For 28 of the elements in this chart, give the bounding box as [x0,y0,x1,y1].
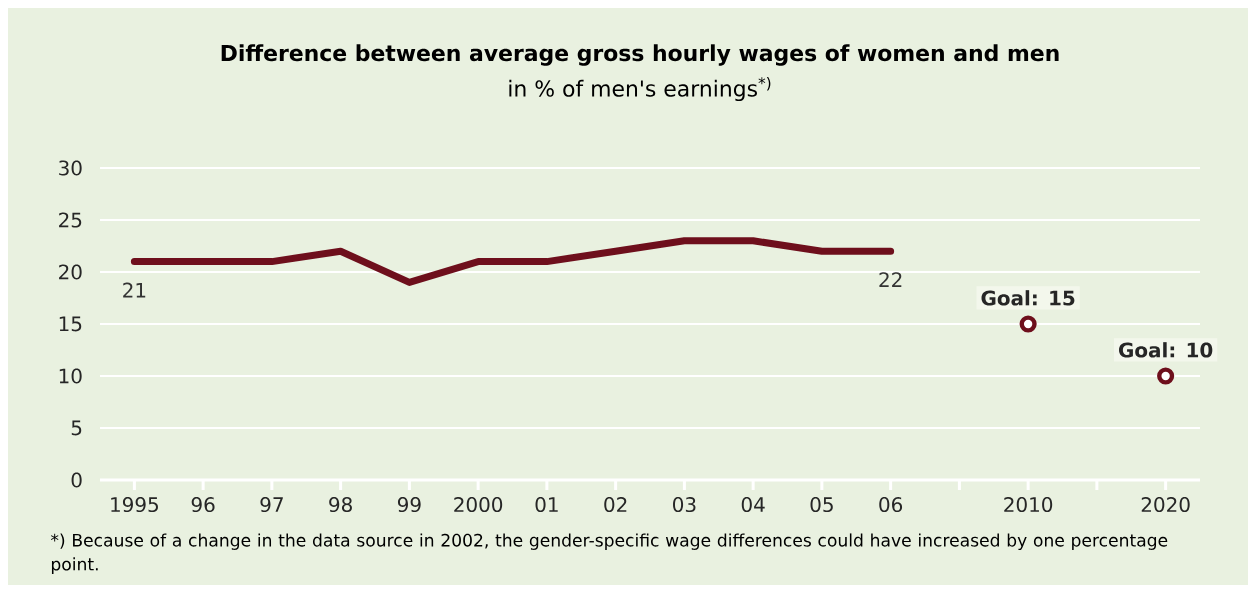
chart-title: Difference between average gross hourly wages of women and men [221,44,1059,66]
data-label: Goal: 15 [981,290,1075,306]
x-tick-label: 2020 [1141,497,1190,513]
x-tick-label: 2000 [454,497,503,513]
x-tick-label: 01 [535,497,558,513]
text: *) Because of a change in the data source in 2002, the gender-specific wage differences could have increased by one percentage point. [50,533,1168,574]
y-tick-label: 5 [71,420,82,436]
data-label: Goal: 10 [1119,342,1213,358]
data-label: 22 [879,272,902,288]
x-tick-label: 06 [879,497,903,513]
chart-subtitle: in % of men's earnings$^{*)}$ [509,76,771,102]
x-tick-label: 02 [604,497,627,513]
y-tick-label: 15 [59,316,82,332]
x-tick-label: 05 [810,497,833,513]
y-tick-label: 0 [71,472,82,488]
x-tick-label: 97 [260,497,283,513]
x-tick-label: 99 [397,497,421,513]
y-tick-label: 10 [59,368,82,384]
x-tick-label: 96 [191,497,215,513]
x-tick-label: 1995 [111,497,158,513]
x-tick-label: 04 [741,497,765,513]
x-tick-label: 03 [673,497,696,513]
y-tick-label: 20 [59,264,82,280]
x-tick-label: 2010 [1004,497,1053,513]
x-tick-label: 98 [329,497,352,513]
data-label: 21 [123,282,146,298]
y-tick-label: 25 [59,212,82,228]
y-tick-label: 30 [59,160,82,176]
